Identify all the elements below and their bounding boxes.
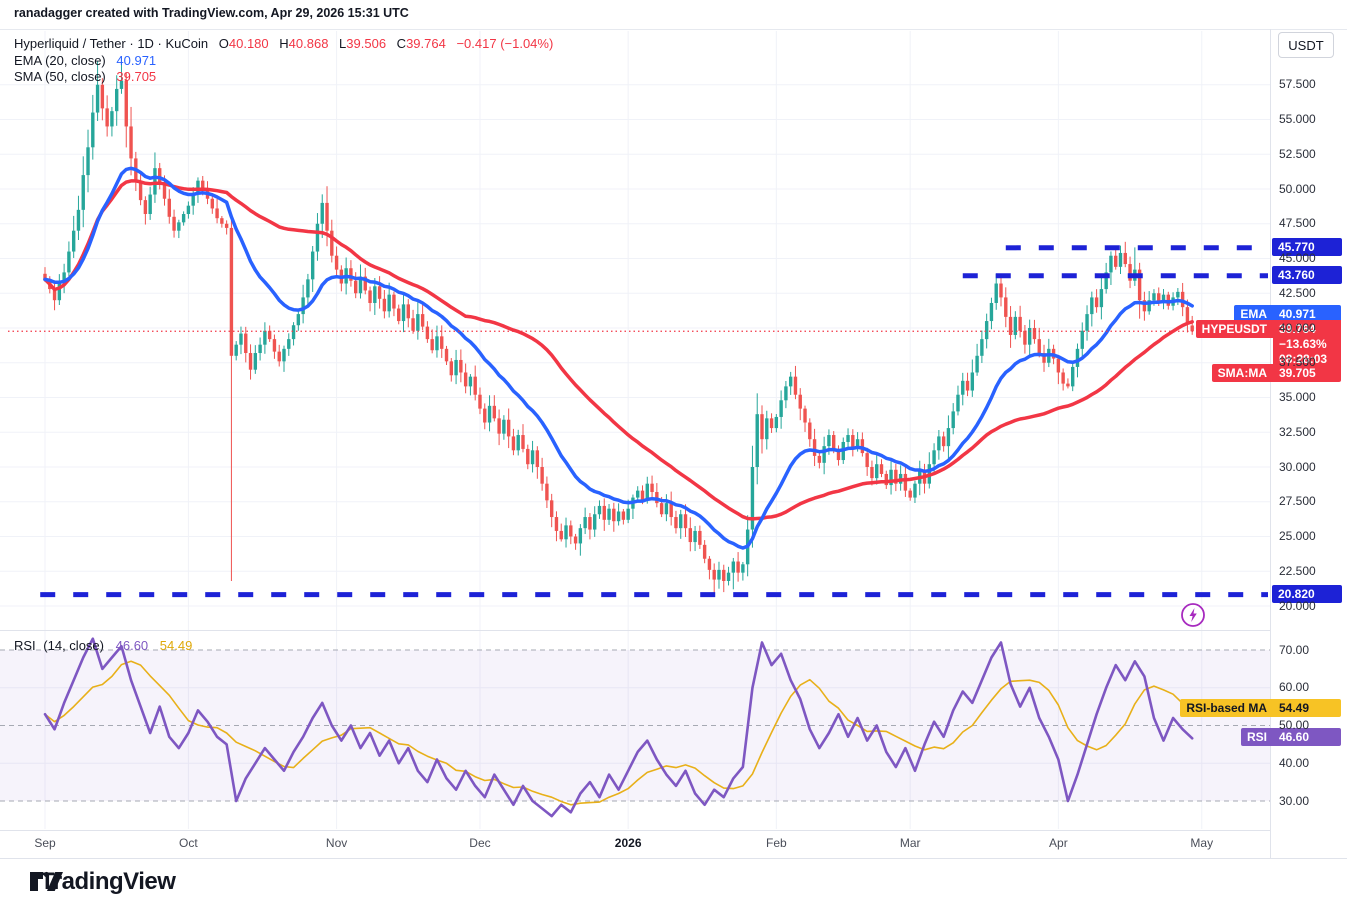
ema-tag: EMA bbox=[1234, 304, 1273, 323]
ema-value: 40.971 bbox=[116, 52, 157, 68]
price-axis-tick: 20.000 bbox=[1279, 598, 1316, 613]
ohlc-close-value: 39.764 bbox=[406, 36, 446, 51]
rsi-title: RSI bbox=[14, 638, 36, 653]
time-axis-tick: Mar bbox=[899, 836, 921, 850]
ohlc-change: −0.417 (−1.04%) bbox=[456, 36, 554, 51]
price-axis-tick: 37.500 bbox=[1279, 355, 1316, 370]
rsi-value: 46.60 bbox=[115, 638, 149, 653]
rsi-axis-tick: 40.00 bbox=[1279, 755, 1310, 770]
price-axis-tick: 52.500 bbox=[1279, 146, 1316, 161]
rsi-band bbox=[0, 649, 1270, 802]
rsi-ma-tag: RSI-based MA bbox=[1180, 698, 1273, 717]
sma-tag-value: 39.705 bbox=[1273, 364, 1341, 383]
rsi-pane-bottom-divider bbox=[0, 830, 1270, 831]
ohlc-low-label: L bbox=[339, 36, 347, 51]
tradingview-logo-icon bbox=[30, 871, 63, 891]
ohlc-open-label: O bbox=[218, 36, 229, 51]
rsi-ma-value: 54.49 bbox=[159, 638, 193, 653]
rsi-ma-tag-value: 54.49 bbox=[1273, 698, 1341, 717]
ema-20-line bbox=[43, 166, 1194, 550]
header-divider bbox=[0, 29, 1347, 30]
level-mid-price-label: 43.760 bbox=[1272, 265, 1342, 284]
price-axis-tick: 27.500 bbox=[1279, 494, 1316, 509]
legend-sma-row[interactable]: SMA (50, close) 39.705 bbox=[14, 69, 553, 86]
time-axis-tick: Feb bbox=[765, 836, 787, 850]
rsi-legend-row[interactable]: RSI (14, close) 46.60 54.49 bbox=[14, 638, 192, 653]
ohlc-high-label: H bbox=[279, 36, 289, 51]
rsi-tag-row: RSI 46.60 bbox=[1240, 728, 1341, 747]
price-axis-tick: 47.500 bbox=[1279, 216, 1316, 231]
ema-tag-value: 40.971 bbox=[1273, 304, 1341, 323]
time-axis-tick: Dec bbox=[469, 836, 491, 850]
price-axis-tick: 32.500 bbox=[1279, 424, 1316, 439]
time-axis-tick: Nov bbox=[325, 836, 348, 850]
price-axis-tick: 45.000 bbox=[1279, 251, 1316, 265]
price-axis-tick: 25.000 bbox=[1279, 529, 1316, 543]
rsi-ma-line bbox=[44, 660, 1193, 806]
time-axis-tick: May bbox=[1190, 836, 1214, 850]
rsi-line bbox=[43, 637, 1194, 818]
level-upper-price-label: 45.770 bbox=[1272, 237, 1342, 256]
lightning-icon[interactable] bbox=[1180, 602, 1206, 628]
currency-usdt-button[interactable]: USDT bbox=[1278, 32, 1334, 58]
symbol-tag-values: 39.764 −13.63% 08:28:03 bbox=[1273, 320, 1341, 370]
symbol-tag: HYPEUSDT bbox=[1195, 320, 1273, 339]
symbol-countdown: 08:28:03 bbox=[1279, 352, 1328, 367]
rsi-ma-tag-row: RSI-based MA 54.49 bbox=[1180, 698, 1341, 717]
legend-instrument: Hyperliquid / Tether · 1D · KuCoin bbox=[14, 36, 209, 51]
legend: Hyperliquid / Tether · 1D · KuCoin O40.1… bbox=[14, 36, 553, 86]
sma-value: 39.705 bbox=[116, 69, 157, 84]
legend-symbol-row[interactable]: Hyperliquid / Tether · 1D · KuCoin O40.1… bbox=[14, 36, 553, 53]
ohlc-high-value: 40.868 bbox=[288, 36, 329, 51]
price-axis-tick: 57.500 bbox=[1279, 77, 1316, 92]
rsi-axis-tick: 60.00 bbox=[1279, 680, 1310, 695]
ema-label: EMA (20, close) bbox=[14, 52, 106, 68]
time-axis-bottom-divider bbox=[0, 858, 1347, 859]
price-axis-border bbox=[1270, 29, 1271, 858]
price-axis-tick: 42.500 bbox=[1279, 285, 1316, 300]
rsi-tag-value: 46.60 bbox=[1273, 728, 1341, 747]
time-axis-tick: Apr bbox=[1049, 836, 1068, 850]
rsi-axis-tick: 50.00 bbox=[1279, 718, 1310, 732]
legend-ema-row[interactable]: EMA (20, close) 40.971 bbox=[14, 53, 553, 70]
rsi-axis-tick: 30.00 bbox=[1279, 793, 1310, 808]
pane-divider[interactable] bbox=[0, 630, 1270, 631]
time-axis-tick: Sep bbox=[34, 836, 56, 850]
rsi-tag: RSI bbox=[1240, 728, 1273, 747]
ohlc-close-label: C bbox=[396, 36, 407, 51]
price-axis-tick: 30.000 bbox=[1279, 459, 1316, 474]
sma-tag: SMA:MA bbox=[1211, 364, 1273, 383]
symbol-price-tag: HYPEUSDT 39.764 −13.63% 08:28:03 bbox=[1195, 320, 1341, 370]
tradingview-logo[interactable]: TradingView bbox=[30, 868, 176, 896]
ohlc-low-value: 39.506 bbox=[346, 36, 387, 51]
price-axis-tick: 55.000 bbox=[1279, 112, 1316, 126]
sma-50-line bbox=[43, 179, 1194, 521]
price-axis-tick: 50.000 bbox=[1279, 181, 1316, 196]
time-axis-tick: 2026 bbox=[614, 836, 642, 850]
ohlc-open-value: 40.180 bbox=[228, 36, 269, 51]
rsi-axis-tick: 70.00 bbox=[1279, 642, 1310, 657]
rsi-params: (14, close) bbox=[43, 638, 104, 653]
symbol-change-percent: −13.63% bbox=[1279, 337, 1327, 352]
time-axis-tick: Oct bbox=[179, 836, 198, 850]
ema-price-tag: EMA 40.971 bbox=[1234, 304, 1341, 323]
sma-price-tag: SMA:MA 39.705 bbox=[1211, 364, 1341, 383]
symbol-last-price: 39.764 bbox=[1279, 322, 1316, 337]
level-lower-price-label: 20.820 bbox=[1272, 584, 1342, 603]
price-axis-tick: 40.000 bbox=[1279, 320, 1316, 335]
attribution-text: ranadagger created with TradingView.com,… bbox=[14, 6, 409, 20]
price-axis-tick: 22.500 bbox=[1279, 563, 1316, 578]
support-resistance-levels bbox=[40, 245, 1268, 598]
sma-label: SMA (50, close) bbox=[14, 69, 106, 84]
price-axis-tick: 35.000 bbox=[1279, 390, 1316, 404]
